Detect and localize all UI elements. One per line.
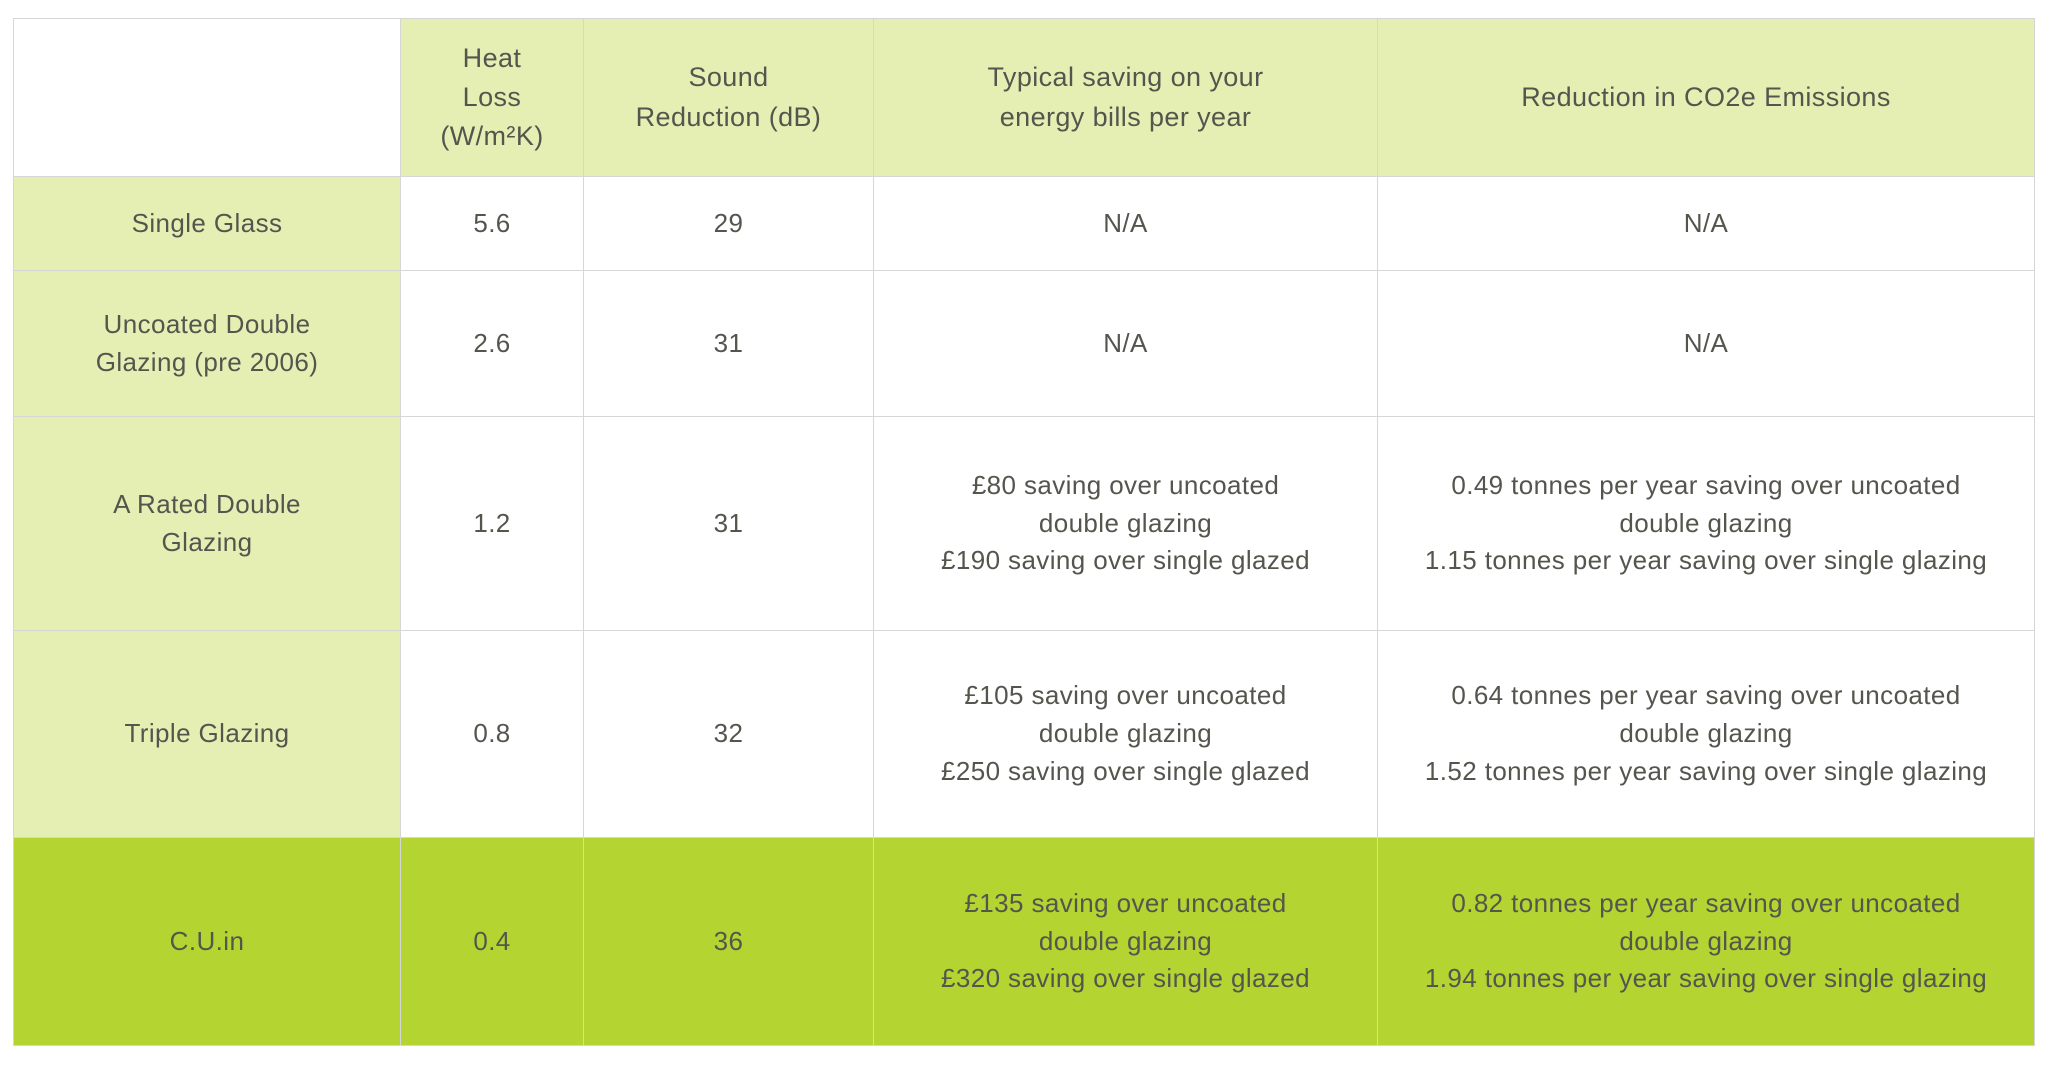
table-row: Triple Glazing 0.8 32 £105 saving over unco…	[13, 630, 2035, 838]
glazing-comparison-table: Heat Loss (W/m²K) Sound Reduction (dB) T…	[13, 18, 2035, 1046]
co2-reduction-cell: 0.49 tonnes per year saving over uncoate…	[1377, 416, 2035, 631]
column-header-energy-saving: Typical saving on your energy bills per …	[873, 18, 1378, 177]
corner-cell	[13, 18, 401, 177]
energy-saving-cell: N/A	[873, 270, 1378, 417]
sound-reduction-cell: 36	[583, 837, 874, 1046]
energy-saving-cell: £105 saving over uncoated double glazing…	[873, 630, 1378, 838]
header-row: Heat Loss (W/m²K) Sound Reduction (dB) T…	[13, 18, 2035, 177]
sound-reduction-cell: 32	[583, 630, 874, 838]
heat-loss-cell: 0.8	[400, 630, 584, 838]
column-header-sound-reduction: Sound Reduction (dB)	[583, 18, 874, 177]
row-label-cell: C.U.in	[13, 837, 401, 1046]
row-label-cell: Uncoated Double Glazing (pre 2006)	[13, 270, 401, 417]
table-row: C.U.in 0.4 36 £135 saving over uncoated dou…	[13, 837, 2035, 1046]
row-label-cell: Single Glass	[13, 176, 401, 271]
table-header: Heat Loss (W/m²K) Sound Reduction (dB) T…	[13, 18, 2035, 177]
row-label-cell: Triple Glazing	[13, 630, 401, 838]
sound-reduction-cell: 29	[583, 176, 874, 271]
heat-loss-cell: 2.6	[400, 270, 584, 417]
table-row: Uncoated Double Glazing (pre 2006) 2.6 31 N…	[13, 270, 2035, 417]
column-header-heat-loss: Heat Loss (W/m²K)	[400, 18, 584, 177]
table-row: A Rated Double Glazing 1.2 31 £80 saving ov…	[13, 416, 2035, 631]
co2-reduction-cell: 0.82 tonnes per year saving over uncoate…	[1377, 837, 2035, 1046]
heat-loss-cell: 5.6	[400, 176, 584, 271]
sound-reduction-cell: 31	[583, 416, 874, 631]
row-label-cell: A Rated Double Glazing	[13, 416, 401, 631]
heat-loss-cell: 0.4	[400, 837, 584, 1046]
glazing-table-body: Single Glass 5.6 29 N/A N/A Uncoated Double G…	[13, 176, 2035, 1046]
energy-saving-cell: £80 saving over uncoated double glazing …	[873, 416, 1378, 631]
column-header-co2-reduction: Reduction in CO2e Emissions	[1377, 18, 2035, 177]
table-row: Single Glass 5.6 29 N/A N/A	[13, 176, 2035, 271]
co2-reduction-cell: 0.64 tonnes per year saving over uncoate…	[1377, 630, 2035, 838]
co2-reduction-cell: N/A	[1377, 270, 2035, 417]
energy-saving-cell: £135 saving over uncoated double glazing…	[873, 837, 1378, 1046]
co2-reduction-cell: N/A	[1377, 176, 2035, 271]
heat-loss-cell: 1.2	[400, 416, 584, 631]
sound-reduction-cell: 31	[583, 270, 874, 417]
energy-saving-cell: N/A	[873, 176, 1378, 271]
